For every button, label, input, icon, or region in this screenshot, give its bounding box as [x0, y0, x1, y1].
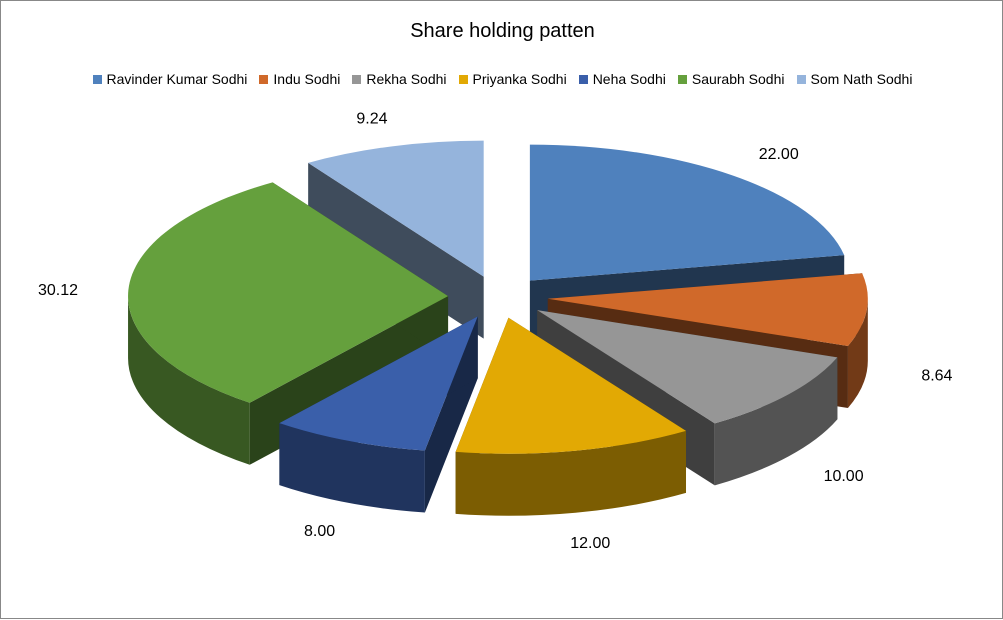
legend-label: Indu Sodhi: [273, 71, 341, 87]
data-label: 8.00: [304, 523, 335, 540]
data-label: 12.00: [570, 535, 610, 552]
legend-item: Priyanka Sodhi: [458, 71, 567, 87]
legend-item: Ravinder Kumar Sodhi: [92, 71, 248, 87]
pie-labels: 22.00 8.64 10.00 12.00 8.00 30.12 9.24: [38, 111, 953, 552]
legend-label: Priyanka Sodhi: [472, 71, 567, 87]
data-label: 9.24: [356, 111, 387, 128]
slice-outer-wall: [714, 357, 838, 486]
legend-swatch: [352, 74, 362, 84]
legend-swatch: [92, 74, 102, 84]
pie-tops: [128, 140, 868, 454]
slice-outer-wall: [455, 430, 687, 516]
slice-outer-wall: [279, 423, 425, 513]
slice-top: [537, 310, 838, 424]
legend-item: Rekha Sodhi: [352, 71, 447, 87]
slice-top: [455, 317, 687, 454]
data-label: 10.00: [824, 468, 864, 485]
slice-top: [128, 182, 449, 403]
legend: Ravinder Kumar Sodhi Indu Sodhi Rekha Sodh…: [1, 69, 1003, 89]
legend-label: Rekha Sodhi: [366, 71, 447, 87]
legend-item: Som Nath Sodhi: [796, 71, 913, 87]
legend-label: Saurabh Sodhi: [691, 71, 785, 87]
slice-top: [279, 316, 478, 451]
legend-item: Neha Sodhi: [578, 71, 666, 87]
legend-swatch: [796, 74, 806, 84]
legend-label: Neha Sodhi: [592, 71, 666, 87]
legend-swatch: [677, 74, 687, 84]
data-label: 30.12: [38, 282, 78, 299]
legend-swatch: [259, 74, 269, 84]
slice-outer-wall: [847, 298, 868, 408]
legend-item: Indu Sodhi: [259, 71, 340, 87]
data-label: 8.64: [921, 368, 952, 385]
slice-top: [308, 140, 484, 277]
legend-swatch: [578, 74, 588, 84]
legend-item: Saurabh Sodhi: [677, 71, 785, 87]
slice-top: [547, 273, 868, 346]
data-label: 22.00: [759, 146, 799, 163]
legend-swatch: [458, 74, 468, 84]
slice-outer-wall: [128, 296, 250, 465]
chart-title: Share holding patten: [410, 20, 595, 42]
legend-label: Som Nath Sodhi: [810, 71, 913, 87]
slice-top: [529, 144, 845, 281]
legend-label: Ravinder Kumar Sodhi: [106, 71, 248, 87]
